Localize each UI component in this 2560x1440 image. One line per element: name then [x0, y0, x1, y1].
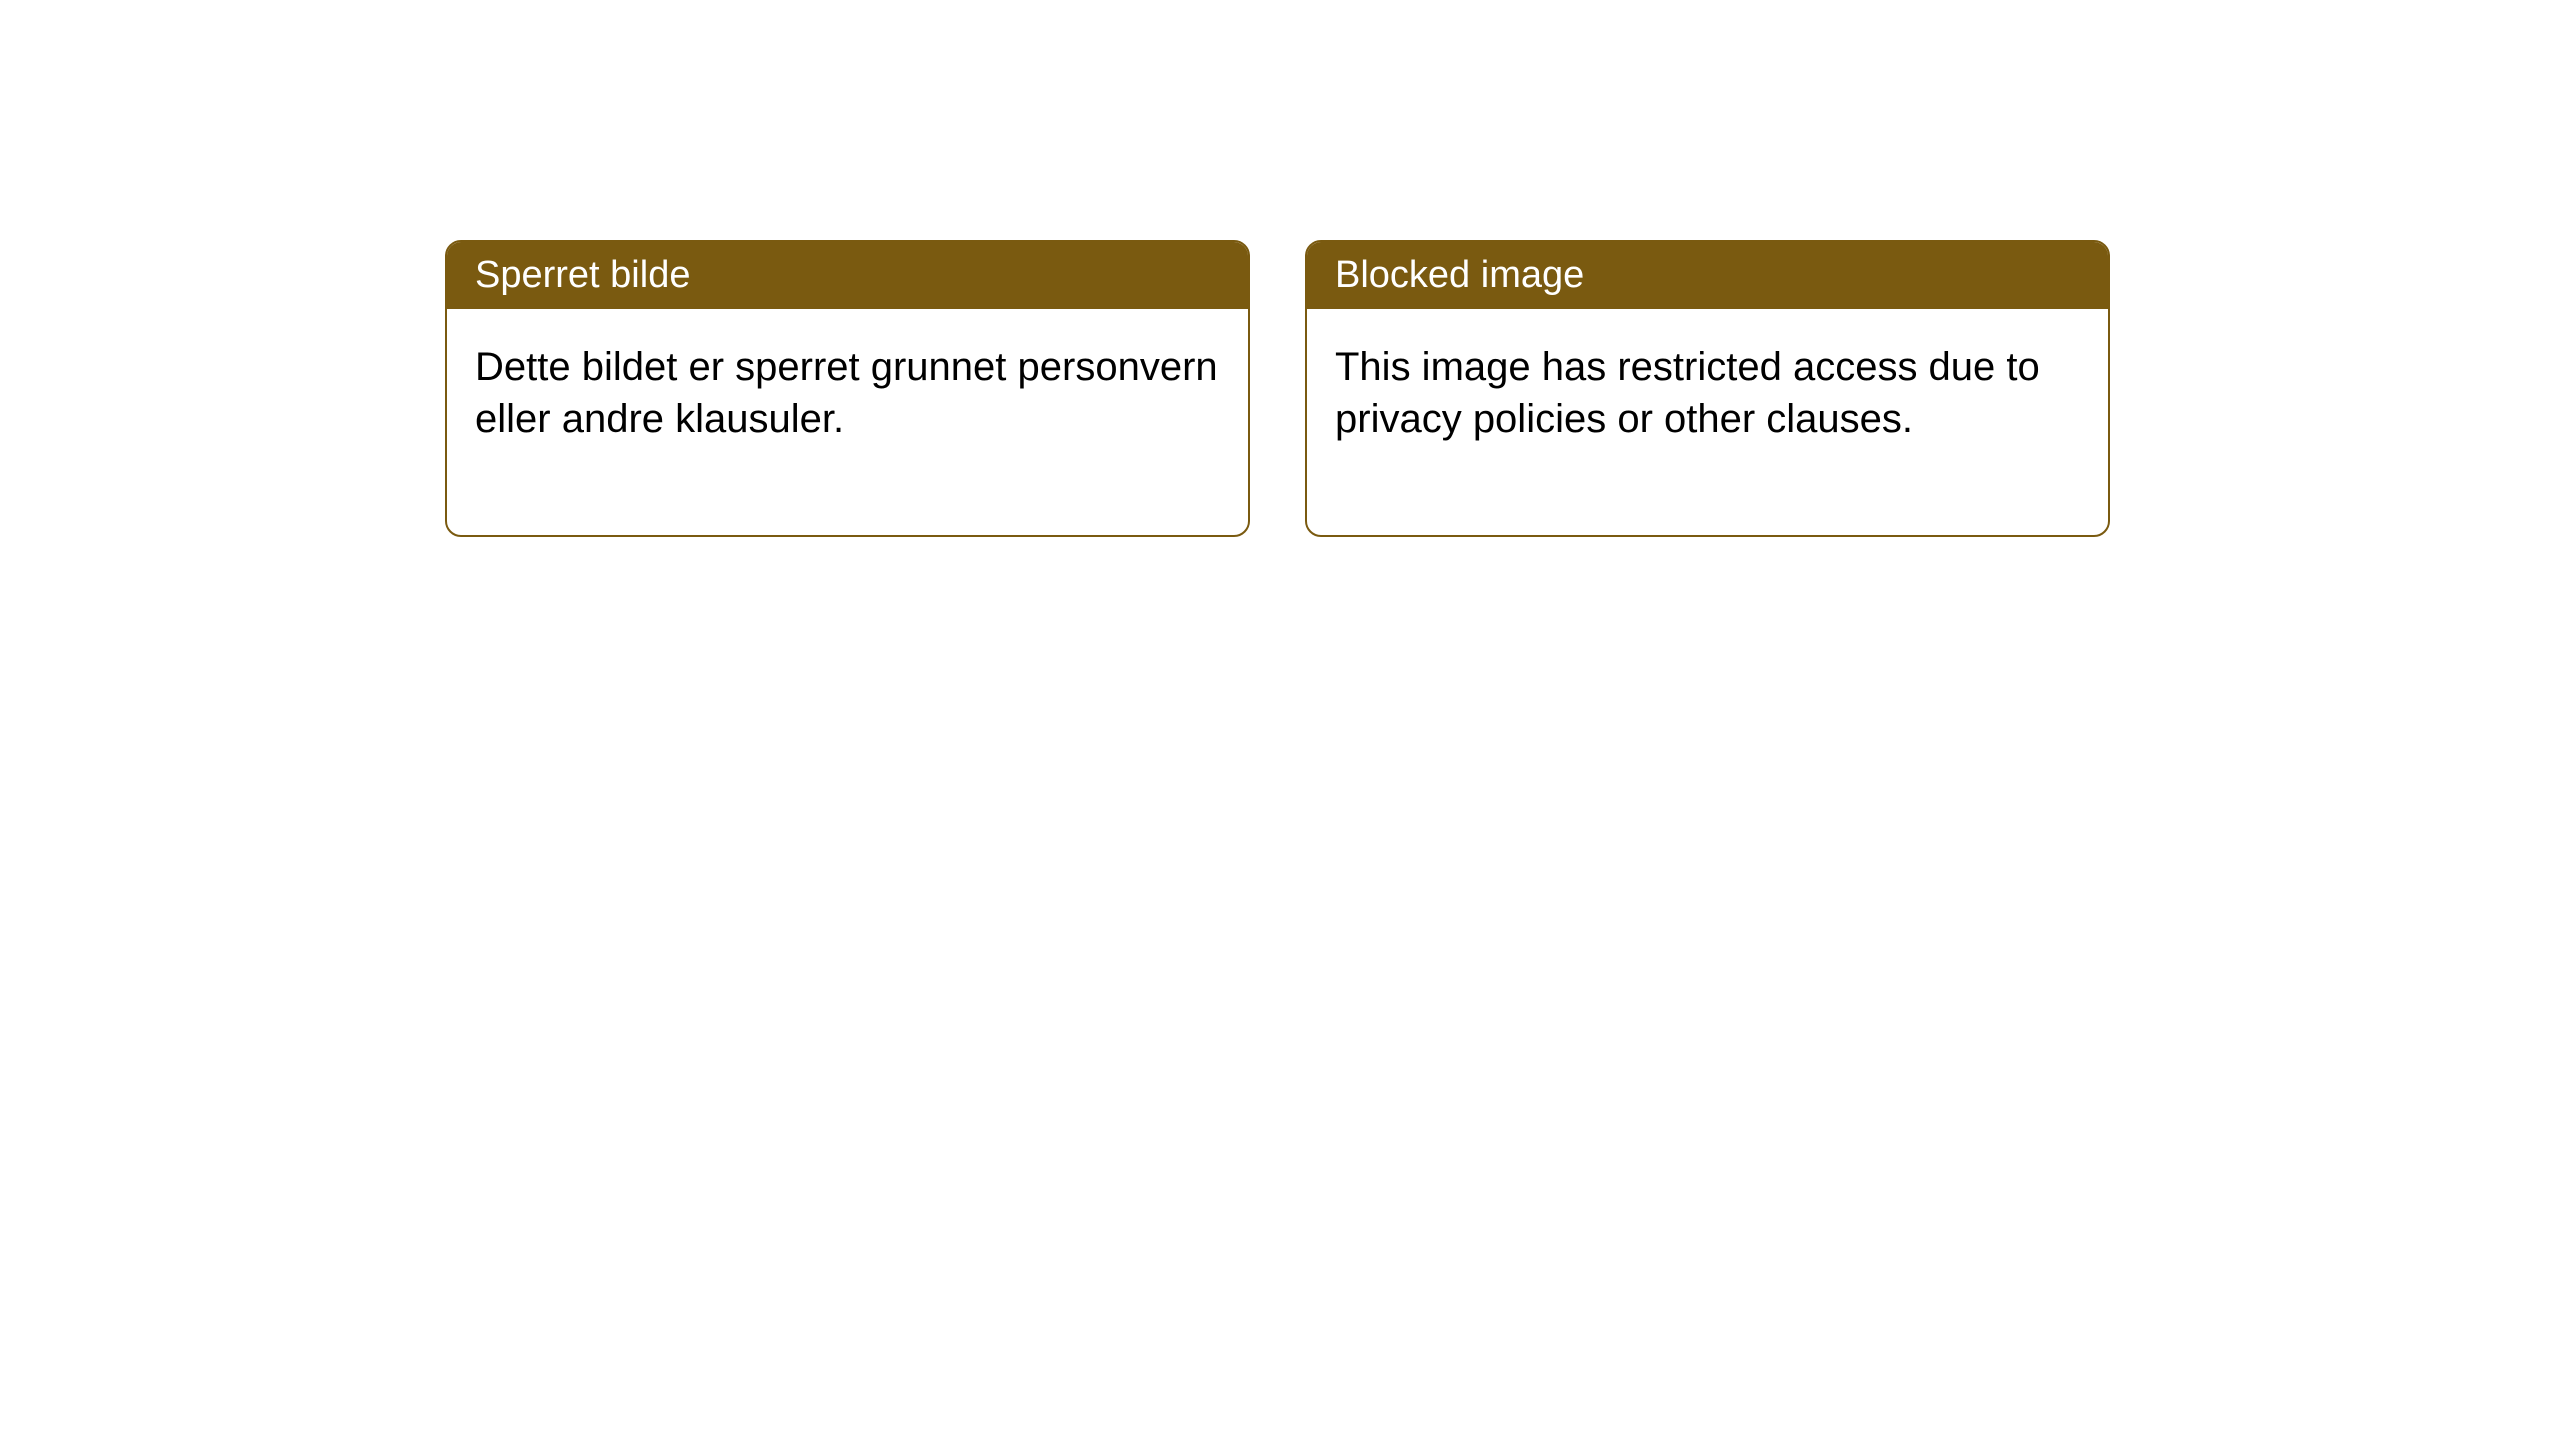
notice-title: Sperret bilde	[475, 254, 690, 296]
notice-header: Blocked image	[1307, 242, 2108, 309]
notice-text: This image has restricted access due to …	[1335, 345, 2040, 441]
notice-text: Dette bildet er sperret grunnet personve…	[475, 345, 1218, 441]
notice-body: Dette bildet er sperret grunnet personve…	[447, 309, 1248, 535]
notice-card-norwegian: Sperret bilde Dette bildet er sperret gr…	[445, 240, 1250, 537]
notice-title: Blocked image	[1335, 254, 1584, 296]
notice-card-english: Blocked image This image has restricted …	[1305, 240, 2110, 537]
notice-cards-container: Sperret bilde Dette bildet er sperret gr…	[445, 240, 2110, 537]
notice-header: Sperret bilde	[447, 242, 1248, 309]
notice-body: This image has restricted access due to …	[1307, 309, 2108, 535]
